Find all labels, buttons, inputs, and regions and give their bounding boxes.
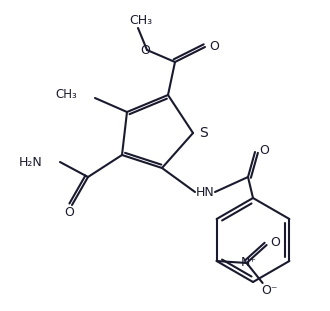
Text: HN: HN bbox=[196, 185, 214, 198]
Text: O: O bbox=[259, 143, 269, 156]
Text: CH₃: CH₃ bbox=[129, 15, 152, 27]
Text: S: S bbox=[199, 126, 207, 140]
Text: H₂N: H₂N bbox=[18, 156, 42, 169]
Text: CH₃: CH₃ bbox=[55, 87, 77, 100]
Text: N⁺: N⁺ bbox=[241, 257, 257, 270]
Text: O: O bbox=[140, 44, 150, 57]
Text: O: O bbox=[64, 207, 74, 220]
Text: O: O bbox=[209, 40, 219, 53]
Text: O⁻: O⁻ bbox=[261, 285, 278, 298]
Text: O: O bbox=[271, 236, 280, 249]
